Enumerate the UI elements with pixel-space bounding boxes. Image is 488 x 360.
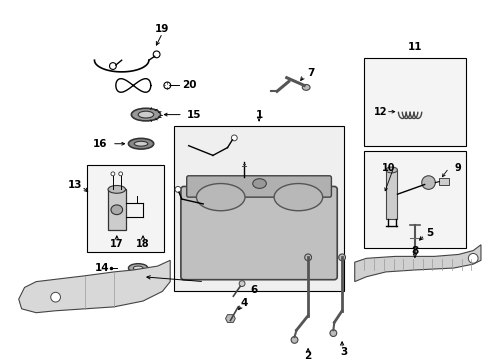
Circle shape bbox=[304, 254, 311, 261]
Circle shape bbox=[468, 253, 477, 263]
Ellipse shape bbox=[128, 138, 153, 149]
Circle shape bbox=[175, 186, 181, 192]
Text: 16: 16 bbox=[92, 139, 107, 149]
Circle shape bbox=[421, 176, 434, 189]
Polygon shape bbox=[225, 315, 235, 323]
FancyBboxPatch shape bbox=[181, 186, 337, 280]
Ellipse shape bbox=[138, 111, 153, 118]
Text: 18: 18 bbox=[136, 239, 149, 249]
Ellipse shape bbox=[196, 184, 244, 211]
FancyBboxPatch shape bbox=[186, 176, 331, 197]
Text: 12: 12 bbox=[373, 107, 387, 117]
Circle shape bbox=[290, 337, 297, 343]
Bar bbox=[364, 58, 466, 146]
Ellipse shape bbox=[128, 264, 147, 273]
Circle shape bbox=[338, 254, 345, 261]
Ellipse shape bbox=[108, 185, 125, 193]
Bar bbox=[86, 165, 164, 252]
Text: 6: 6 bbox=[250, 285, 258, 295]
Text: 1: 1 bbox=[255, 109, 262, 120]
Circle shape bbox=[111, 172, 115, 176]
Circle shape bbox=[153, 51, 160, 58]
Polygon shape bbox=[354, 245, 480, 282]
Ellipse shape bbox=[134, 141, 147, 146]
Polygon shape bbox=[19, 260, 170, 313]
Text: 20: 20 bbox=[182, 81, 196, 90]
Text: 11: 11 bbox=[407, 42, 422, 51]
Text: 17: 17 bbox=[110, 239, 123, 249]
Ellipse shape bbox=[274, 184, 322, 211]
Text: 19: 19 bbox=[155, 24, 169, 34]
Ellipse shape bbox=[111, 205, 122, 215]
Circle shape bbox=[51, 292, 61, 302]
Ellipse shape bbox=[133, 266, 142, 270]
Text: 3: 3 bbox=[340, 347, 347, 356]
Ellipse shape bbox=[131, 108, 160, 121]
Text: 7: 7 bbox=[306, 68, 314, 78]
Circle shape bbox=[239, 281, 244, 287]
Circle shape bbox=[231, 135, 237, 141]
Text: 15: 15 bbox=[186, 109, 201, 120]
Bar bbox=[438, 178, 448, 185]
Text: 9: 9 bbox=[454, 163, 461, 173]
Text: 14: 14 bbox=[94, 263, 109, 273]
Circle shape bbox=[109, 63, 116, 69]
Text: 4: 4 bbox=[240, 298, 247, 308]
Circle shape bbox=[119, 172, 122, 176]
Ellipse shape bbox=[252, 179, 266, 188]
Bar bbox=[385, 170, 397, 219]
Text: 5: 5 bbox=[426, 228, 433, 238]
Ellipse shape bbox=[302, 85, 309, 90]
Bar bbox=[108, 189, 125, 230]
Bar bbox=[174, 126, 344, 291]
Ellipse shape bbox=[385, 167, 397, 173]
Circle shape bbox=[163, 82, 170, 89]
Text: 2: 2 bbox=[304, 351, 311, 360]
Text: 13: 13 bbox=[68, 180, 82, 189]
Circle shape bbox=[329, 330, 336, 337]
Bar bbox=[364, 150, 466, 248]
Text: 8: 8 bbox=[410, 246, 418, 256]
Text: 10: 10 bbox=[381, 163, 395, 173]
